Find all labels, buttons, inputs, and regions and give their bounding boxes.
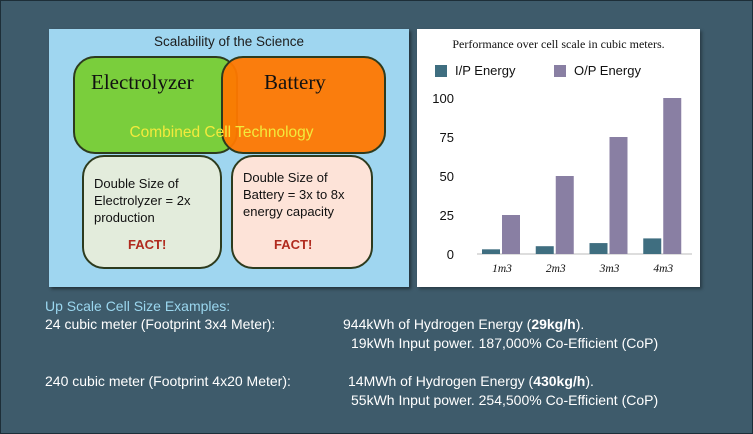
performance-chart: Performance over cell scale in cubic met… xyxy=(417,29,700,287)
example2-rate: 430kg/h xyxy=(533,373,586,389)
example1-input: 19kWh Input power. 187,000% Co-Efficient… xyxy=(351,335,659,351)
legend-swatch-ip xyxy=(435,64,447,77)
example1-size: 24 cubic meter (Footprint 3x4 Meter): xyxy=(45,316,276,332)
bar-op-4m3 xyxy=(663,98,682,254)
legend-label-op: O/P Energy xyxy=(574,63,641,78)
legend-swatch-op xyxy=(554,64,566,77)
diagram-title: Scalability of the Science xyxy=(153,34,305,49)
bar-ip-1m3 xyxy=(482,249,500,254)
battery-fact-tag: FACT! xyxy=(274,237,313,252)
example2-size: 240 cubic meter (Footprint 4x20 Meter): xyxy=(45,373,291,389)
legend-item-op-energy: O/P Energy xyxy=(554,63,641,78)
battery-fact-box: Double Size of Battery = 3x to 8x energy… xyxy=(231,155,373,269)
example2-input: 55kWh Input power. 254,500% Co-Efficient… xyxy=(351,392,659,408)
bar-ip-4m3 xyxy=(643,238,662,254)
electrolyzer-fact-text: Double Size of Electrolyzer = 2x product… xyxy=(94,175,190,226)
fact-line: Battery = 3x to 8x xyxy=(243,187,345,202)
x-tick-label: 1m3 xyxy=(492,263,512,275)
y-tick-label: 100 xyxy=(432,91,454,106)
example1-energy-text: 944kWh of Hydrogen Energy ( xyxy=(343,316,532,332)
example2-energy-text: 14MWh of Hydrogen Energy ( xyxy=(348,373,534,389)
y-tick-label: 75 xyxy=(440,130,454,145)
battery-box: Battery xyxy=(221,56,386,154)
fact-line: Double Size of xyxy=(243,170,328,185)
y-tick-label: 25 xyxy=(440,208,454,223)
fact-line: production xyxy=(94,210,155,225)
example2-energy: 14MWh of Hydrogen Energy (430kg/h). xyxy=(348,373,594,389)
example1-rate: 29kg/h xyxy=(531,316,576,332)
fact-line: Electrolyzer = 2x xyxy=(94,193,191,208)
scalability-diagram: Scalability of the Science Electrolyzer … xyxy=(49,29,409,287)
example2-energy-end: ). xyxy=(585,373,594,389)
electrolyzer-fact-box: Double Size of Electrolyzer = 2x product… xyxy=(82,155,222,269)
x-tick-label: 4m3 xyxy=(653,263,673,275)
fact-line: energy capacity xyxy=(243,204,335,219)
battery-label: Battery xyxy=(264,70,326,94)
x-tick-label: 2m3 xyxy=(546,263,566,275)
examples-title: Up Scale Cell Size Examples: xyxy=(45,298,231,314)
legend-item-ip-energy: I/P Energy xyxy=(435,63,515,78)
example1-energy: 944kWh of Hydrogen Energy (29kg/h). xyxy=(343,316,584,332)
chart-plot: 0 25 50 75 100 1m3 2m3 3m3 4m3 xyxy=(432,91,692,275)
bar-op-2m3 xyxy=(555,176,574,254)
x-tick-label: 3m3 xyxy=(599,263,620,275)
bar-ip-3m3 xyxy=(589,243,608,254)
combined-cell-technology-label: Combined Cell Technology xyxy=(129,124,314,141)
electrolyzer-label: Electrolyzer xyxy=(91,70,194,94)
legend-label-ip: I/P Energy xyxy=(455,63,516,78)
battery-fact-text: Double Size of Battery = 3x to 8x energy… xyxy=(243,169,345,220)
electrolyzer-box: Electrolyzer xyxy=(73,56,238,154)
example1-energy-end: ). xyxy=(575,316,585,332)
bar-op-3m3 xyxy=(609,137,628,254)
bar-op-1m3 xyxy=(502,215,520,254)
electrolyzer-fact-tag: FACT! xyxy=(128,237,167,252)
chart-title: Performance over cell scale in cubic met… xyxy=(452,37,665,51)
y-tick-label: 0 xyxy=(447,247,454,262)
fact-line: Double Size of xyxy=(94,176,179,191)
y-tick-label: 50 xyxy=(440,169,454,184)
bar-ip-2m3 xyxy=(535,246,554,254)
